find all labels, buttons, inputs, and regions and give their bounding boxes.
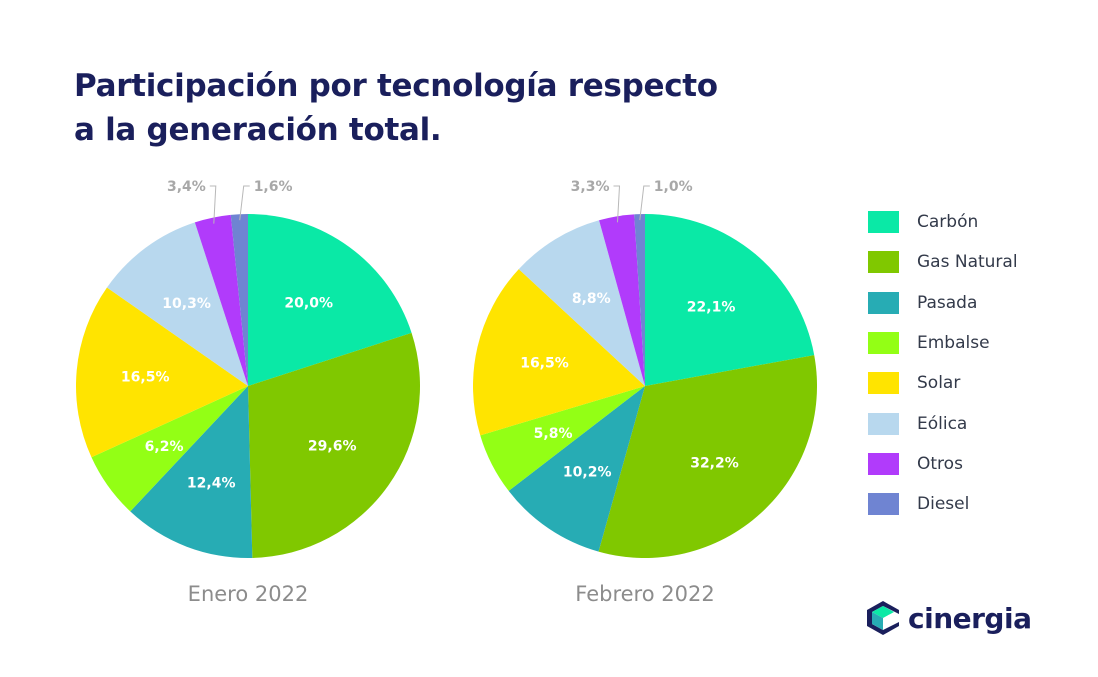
legend-item-carbon: Carbón (868, 202, 1018, 242)
pie-slice-diesel (634, 214, 645, 386)
legend-label: Solar (917, 373, 961, 394)
legend-swatch (868, 332, 899, 355)
data-label-eolica: 10,3% (162, 296, 211, 312)
legend-label: Gas Natural (917, 252, 1018, 273)
pie-slice-eolica (518, 220, 645, 386)
legend-label: Pasada (917, 292, 978, 313)
legend-item-pasada: Pasada (868, 283, 1018, 323)
legend-item-otros: Otros (868, 444, 1018, 484)
pie-slice-embalse (91, 386, 249, 512)
legend-label: Otros (917, 453, 963, 474)
pie-slice-solar (75, 287, 248, 458)
cinergia-logo-icon (867, 601, 899, 635)
pie-slice-carbon (645, 214, 815, 386)
leader-line-otros (613, 185, 621, 223)
pie-slice-diesel (230, 214, 248, 386)
legend-swatch (868, 251, 899, 274)
data-label-pasada: 10,2% (563, 465, 612, 481)
pie-chart-2: 22,1% 32,2% 10,2% 5,8% 16,5% 8,8% 3,3% 1,0% Febr… (473, 179, 818, 606)
leader-line-otros (209, 185, 217, 224)
pie-slice-embalse (480, 386, 645, 491)
pie-chart-1: 20,0% 29,6% 12,4% 6,2% 16,5% 10,3% 3,4% 1,6% Ene… (75, 179, 420, 606)
pie-slice-otros (599, 214, 645, 386)
pie-slice-carbon (248, 214, 412, 386)
data-label-carbon: 20,0% (284, 296, 333, 312)
legend-label: Eólica (917, 413, 968, 434)
pie-title-2: Febrero 2022 (575, 582, 714, 606)
legend: Carbón Gas Natural Pasada Embalse Solar Eólic… (868, 202, 1018, 524)
legend-item-gas-natural: Gas Natural (868, 242, 1018, 282)
leader-line-diesel (239, 185, 250, 221)
pie-slice-otros (194, 214, 248, 386)
legend-label: Diesel (917, 494, 970, 515)
data-label-embalse: 5,8% (534, 426, 573, 442)
legend-label: Embalse (917, 333, 990, 354)
data-label-diesel: 1,0% (654, 179, 693, 195)
legend-item-embalse: Embalse (868, 323, 1018, 363)
data-label-otros: 3,3% (571, 179, 610, 195)
title-line-2: a la generación total. (74, 112, 442, 148)
pie-slice-pasada (130, 386, 253, 559)
legend-swatch (868, 493, 899, 516)
legend-swatch (868, 372, 899, 395)
legend-item-diesel: Diesel (868, 484, 1018, 524)
chart-title: Participación por tecnología respecto a … (74, 64, 774, 152)
legend-item-eolica: Eólica (868, 403, 1018, 443)
pie-slice-gas-natural (248, 332, 420, 558)
pie-slice-pasada (508, 386, 645, 552)
legend-swatch (868, 412, 899, 435)
cinergia-logo: cinergia (866, 600, 1032, 636)
pie-slice-solar (473, 269, 645, 436)
pie-slice-gas-natural (598, 355, 818, 558)
data-label-gas-natural: 32,2% (690, 455, 739, 471)
logo-text: cinergia (908, 601, 1032, 635)
title-line-1: Participación por tecnología respecto (74, 68, 718, 104)
data-label-embalse: 6,2% (145, 439, 184, 455)
data-label-carbon: 22,1% (687, 300, 736, 316)
legend-label: Carbón (917, 212, 979, 233)
data-label-pasada: 12,4% (187, 475, 236, 491)
data-label-gas-natural: 29,6% (308, 439, 357, 455)
leader-line-diesel (639, 185, 650, 221)
legend-swatch (868, 211, 899, 234)
legend-swatch (868, 291, 899, 314)
pie-title-1: Enero 2022 (188, 582, 309, 606)
legend-swatch (868, 452, 899, 475)
data-label-otros: 3,4% (167, 179, 206, 195)
legend-item-solar: Solar (868, 363, 1018, 403)
data-label-solar: 16,5% (121, 370, 170, 386)
data-label-solar: 16,5% (520, 356, 569, 372)
data-label-eolica: 8,8% (572, 291, 611, 307)
pie-slice-eolica (106, 222, 248, 386)
data-label-diesel: 1,6% (254, 179, 293, 195)
